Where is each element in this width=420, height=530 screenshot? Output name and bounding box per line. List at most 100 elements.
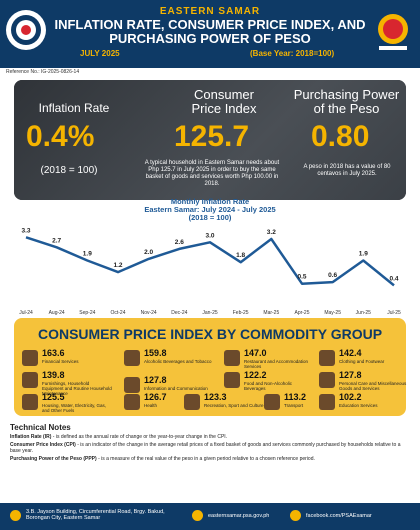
ppp-def-text: - is a measure of the real value of the … — [96, 456, 315, 462]
inflation-label: Inflation Rate — [38, 101, 110, 115]
commodity-icon — [124, 377, 140, 393]
bagong-pilipinas-logo-icon — [374, 12, 412, 54]
location-icon — [10, 510, 21, 521]
commodity-icon — [319, 394, 335, 410]
cpi-item-value: 113.2 — [284, 392, 307, 402]
commodity-icon — [224, 372, 240, 388]
inflation-value: 0.4% — [26, 120, 95, 153]
cpi-section-title: CONSUMER PRICE INDEX BY COMMODITY GROUP — [37, 326, 383, 342]
footer-facebook[interactable]: facebook.com/PSAEsamar — [306, 513, 372, 519]
data-label: 0.5 — [297, 274, 306, 281]
x-tick-label: Jan-25 — [202, 310, 218, 316]
data-label: 3.0 — [205, 232, 214, 239]
commodity-icon — [124, 350, 140, 366]
x-tick-label: May-25 — [324, 310, 341, 316]
cpi-item-value: 102.2 — [339, 392, 362, 402]
cpi-item-label: Personal Care and Miscellaneous Goods an… — [339, 381, 407, 391]
cpi-item-label: Financial Services — [42, 359, 79, 364]
data-label: 0.6 — [328, 272, 337, 279]
data-label: 0.4 — [389, 275, 398, 282]
ppp-value: 0.80 — [311, 120, 370, 153]
x-tick-label: Dec-24 — [171, 310, 187, 316]
ppp-label-line2: of the Peso — [313, 101, 380, 116]
header-banner: EASTERN SAMAR INFLATION RATE, CONSUMER P… — [0, 0, 420, 68]
cpi-item-value: 139.8 — [42, 370, 65, 380]
cpi-item: 127.8 Information and Communication — [124, 375, 216, 397]
commodity-icon — [184, 394, 200, 410]
cpi-item: 147.0 Restaurant and Accommodation Servic… — [224, 348, 316, 370]
inflation-series-line — [25, 236, 395, 287]
cpi-item-label: Furnishings, Household Equipment and Rou… — [42, 381, 112, 396]
cpi-item-value: 159.8 — [144, 348, 167, 358]
x-tick-label: Feb-25 — [233, 310, 249, 316]
footer-email[interactable]: easternsamar.psa.gov.ph — [208, 513, 270, 519]
cpi-item: 127.8 Personal Care and Miscellaneous Goo… — [319, 370, 411, 392]
x-tick-label: Jul-25 — [387, 310, 401, 316]
cpi-item: 113.2 Transport — [264, 392, 356, 414]
footer-address: 3.B. Jayson Building, Circumferential Ro… — [26, 509, 165, 521]
x-tick-label: Nov-24 — [141, 310, 157, 316]
cpi-term: Consumer Price Index (CPI) — [10, 442, 76, 448]
cpi-item: 142.4 Clothing and Footwear — [319, 348, 411, 370]
cpi-item: 102.2 Education Services — [319, 392, 411, 414]
cpi-item-value: 127.8 — [144, 375, 167, 385]
cpi-item: 123.3 Recreation, Sport and Culture — [184, 392, 276, 414]
cpi-item-label: Recreation, Sport and Culture — [204, 403, 264, 408]
data-label: 2.0 — [144, 249, 153, 256]
key-metrics-panel: Inflation Rate 0.4% (2018 = 100) Consume… — [14, 80, 406, 200]
facebook-icon — [290, 510, 301, 521]
footer-bar: 3.B. Jayson Building, Circumferential Ro… — [0, 503, 420, 530]
commodity-icon — [264, 394, 280, 410]
cpi-label-line2: Price Index — [191, 101, 257, 116]
cpi-commodity-panel: CONSUMER PRICE INDEX BY COMMODITY GROUP … — [14, 318, 406, 416]
x-tick-label: Oct-24 — [110, 310, 125, 316]
cpi-item: 159.8 Alcoholic Beverages and Tobacco — [124, 348, 216, 370]
cpi-item: 126.7 Health — [124, 392, 216, 414]
chart-title: Monthly Inflation Rate Eastern Samar: Ju… — [0, 198, 420, 222]
header-base-year: (Base Year: 2018=100) — [250, 49, 335, 58]
commodity-icon — [22, 350, 38, 366]
cpi-item-label: Alcoholic Beverages and Tobacco — [144, 359, 212, 364]
data-label: 2.6 — [175, 239, 184, 246]
data-label: 3.3 — [21, 227, 30, 234]
inflation-line-chart: 3.3 Jul-24 2.7 Aug-24 1.9 Sep-24 1.2 Oct-24 2.0 N… — [19, 227, 401, 316]
commodity-icon — [319, 372, 335, 388]
ir-definition: Inflation Rate (IR) - is defined as the … — [10, 434, 410, 440]
data-label: 2.7 — [52, 237, 61, 244]
cpi-item-label: Restaurant and Accommodation Services — [244, 359, 309, 369]
cpi-item-value: 125.5 — [42, 392, 65, 402]
ppp-note: A peso in 2018 has a value of 80 centavo… — [303, 164, 391, 177]
psa-logo-icon — [6, 10, 46, 50]
cpi-item-value: 163.6 — [42, 348, 65, 358]
x-tick-label: Mar-25 — [263, 310, 279, 316]
cpi-item-label: Food and Non-Alcoholic Beverages — [244, 381, 293, 391]
ppp-definition: Purchasing Power of the Peso (PPP) - is … — [10, 456, 410, 462]
page-title: INFLATION RATE, CONSUMER PRICE INDEX, AN… — [54, 17, 366, 46]
chart-title-line1: Monthly Inflation Rate — [170, 197, 250, 206]
inflation-base: (2018 = 100) — [40, 165, 98, 176]
x-tick-label: Aug-24 — [49, 310, 65, 316]
chart-title-line2: Eastern Samar: July 2024 - July 2025 — [144, 205, 276, 214]
cpi-item-value: 147.0 — [244, 348, 267, 358]
commodity-icon — [224, 350, 240, 366]
technical-notes-title: Technical Notes — [10, 423, 71, 432]
cpi-item-label: Clothing and Footwear — [339, 359, 385, 364]
cpi-item-label: Housing, Water, Electricity, Gas, and Ot… — [42, 403, 107, 413]
ir-def-text: - is defined as the annual rate of chang… — [51, 434, 228, 440]
chart-title-line3: (2018 = 100) — [188, 213, 232, 222]
cpi-item: 122.2 Food and Non-Alcoholic Beverages — [224, 370, 316, 392]
data-label: 1.9 — [83, 251, 92, 258]
cpi-item-value: 126.7 — [144, 392, 167, 402]
cpi-item-value: 142.4 — [339, 348, 362, 358]
cpi-item-label: Transport — [284, 403, 304, 408]
cpi-item-label: Education Services — [339, 403, 378, 408]
commodity-icon — [22, 372, 38, 388]
commodity-icon — [124, 394, 140, 410]
x-tick-label: Jul-24 — [19, 310, 33, 316]
cpi-item-value: 127.8 — [339, 370, 362, 380]
cpi-note: A typical household in Eastern Samar nee… — [144, 160, 280, 187]
ir-term: Inflation Rate (IR) — [10, 434, 52, 440]
cpi-label-line1: Consumer — [194, 87, 254, 102]
cpi-item: 139.8 Furnishings, Household Equipment an… — [22, 370, 114, 396]
